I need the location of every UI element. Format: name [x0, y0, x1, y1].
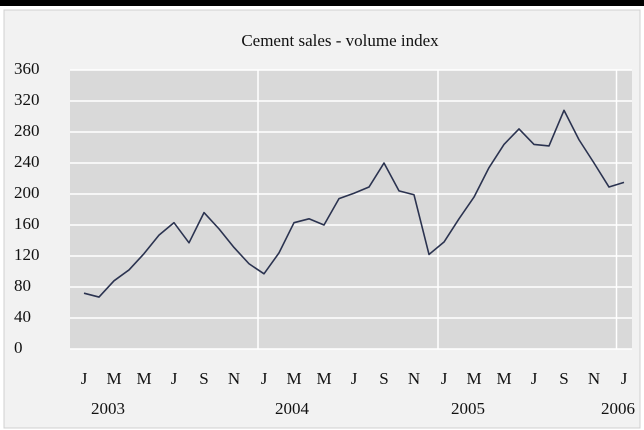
- x-tick-label: M: [316, 369, 331, 388]
- y-tick-label: 320: [14, 90, 40, 109]
- x-tick-label: J: [81, 369, 88, 388]
- x-tick-label: J: [171, 369, 178, 388]
- y-tick-label: 240: [14, 152, 40, 171]
- x-tick-label: M: [286, 369, 301, 388]
- y-tick-label: 0: [14, 338, 23, 357]
- y-tick-label: 280: [14, 121, 40, 140]
- x-tick-label: N: [228, 369, 240, 388]
- x-tick-label: N: [588, 369, 600, 388]
- year-label: 2004: [275, 399, 310, 418]
- x-tick-label: J: [261, 369, 268, 388]
- x-tick-label: M: [136, 369, 151, 388]
- y-tick-label: 360: [14, 59, 40, 78]
- plot-area: [70, 70, 632, 349]
- x-tick-label: N: [408, 369, 420, 388]
- y-tick-label: 160: [14, 214, 40, 233]
- x-tick-label: J: [621, 369, 628, 388]
- y-tick-label: 200: [14, 183, 40, 202]
- x-tick-label: M: [106, 369, 121, 388]
- x-tick-label: S: [199, 369, 208, 388]
- x-tick-label: S: [379, 369, 388, 388]
- chart-title: Cement sales - volume index: [241, 31, 439, 50]
- y-tick-label: 40: [14, 307, 31, 326]
- line-series: [83, 109, 625, 298]
- y-tick-label: 120: [14, 245, 40, 264]
- top-rule: [0, 0, 644, 6]
- x-tick-label: J: [351, 369, 358, 388]
- x-tick-label: M: [496, 369, 511, 388]
- x-tick-label: J: [441, 369, 448, 388]
- x-tick-label: S: [559, 369, 568, 388]
- y-tick-label: 80: [14, 276, 31, 295]
- x-tick-label: M: [466, 369, 481, 388]
- year-label: 2006: [601, 399, 635, 418]
- year-label: 2003: [91, 399, 125, 418]
- year-label: 2005: [451, 399, 485, 418]
- x-tick-label: J: [531, 369, 538, 388]
